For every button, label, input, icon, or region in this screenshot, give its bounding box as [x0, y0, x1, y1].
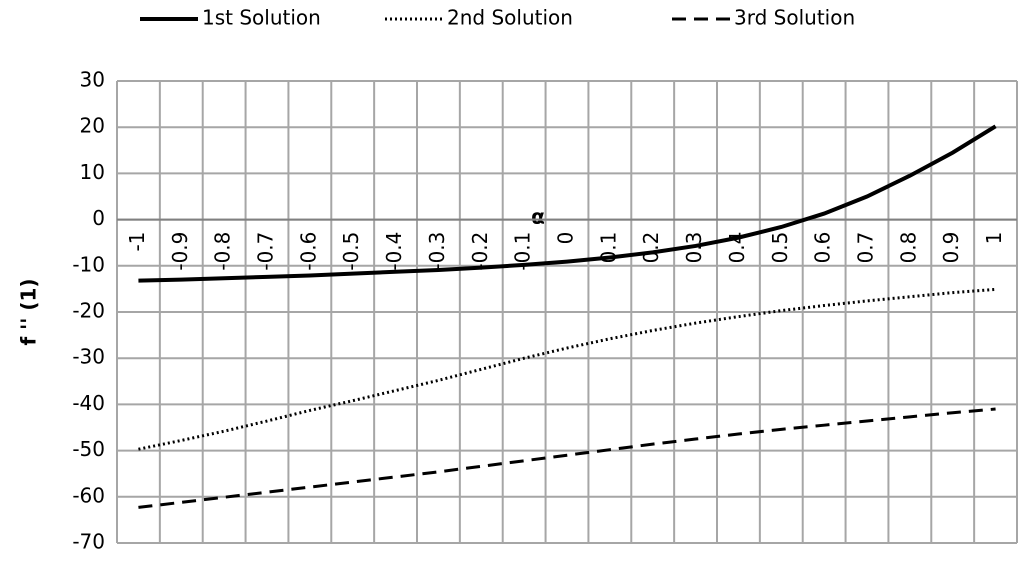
- legend-label: 2nd Solution: [447, 6, 573, 30]
- x-tick-label: 0.9: [939, 232, 963, 264]
- x-tick-label: 0.2: [639, 232, 663, 264]
- y-tick-label: -60: [72, 483, 105, 507]
- x-tick-label: 0: [554, 232, 578, 245]
- x-tick-label: -0.3: [425, 232, 449, 271]
- x-tick-label: 0.6: [811, 232, 835, 264]
- x-tick-label: 0.8: [896, 232, 920, 264]
- series-line: [138, 124, 997, 283]
- x-axis-title: α: [531, 205, 545, 229]
- y-tick-label: 30: [80, 68, 105, 92]
- y-tick-label: -20: [72, 299, 105, 323]
- x-tick-label: -1: [125, 232, 149, 252]
- y-tick-label: -70: [72, 530, 105, 554]
- series-line: [138, 407, 996, 509]
- x-tick-label: 0.5: [768, 232, 792, 264]
- x-tick-label: -0.5: [339, 232, 363, 271]
- x-tick-label: 0.7: [854, 232, 878, 264]
- x-tick-label: -0.6: [296, 232, 320, 271]
- y-tick-label: -10: [72, 252, 105, 276]
- y-tick-label: 10: [80, 160, 105, 184]
- x-tick-label: -0.8: [211, 232, 235, 271]
- legend-label: 1st Solution: [202, 6, 321, 30]
- x-tick-label: -0.2: [468, 232, 492, 271]
- x-tick-label: -0.7: [254, 232, 278, 271]
- y-tick-label: 20: [80, 114, 105, 138]
- y-axis-title: f '' (1): [17, 278, 41, 345]
- x-tick-label: -0.4: [382, 232, 406, 271]
- y-tick-label: -50: [72, 437, 105, 461]
- y-tick-label: -30: [72, 345, 105, 369]
- legend-label: 3rd Solution: [734, 6, 855, 30]
- y-tick-label: 0: [92, 206, 105, 230]
- x-tick-label: -0.9: [168, 232, 192, 271]
- x-tick-label: 1: [982, 232, 1006, 245]
- series-line: [138, 287, 996, 451]
- y-tick-label: -40: [72, 391, 105, 415]
